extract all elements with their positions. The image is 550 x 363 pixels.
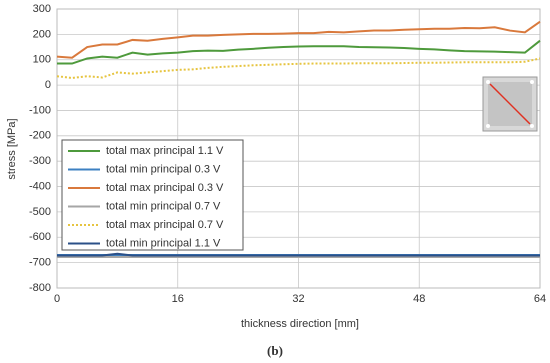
- x-tick-label: 16: [172, 293, 184, 305]
- y-tick-label: -600: [29, 231, 51, 243]
- series-line: [56, 20, 541, 59]
- y-tick-label: 300: [33, 3, 51, 15]
- series-line: [56, 57, 541, 79]
- y-tick-label: -300: [29, 155, 51, 167]
- caption: (b): [267, 343, 283, 358]
- series-line: [57, 252, 540, 257]
- y-tick-label: 200: [33, 28, 51, 40]
- legend: total max principal 1.1 V total min princ…: [61, 139, 244, 251]
- inset-specimen: [482, 76, 538, 132]
- y-tick-label: -500: [29, 206, 51, 218]
- legend-label: total max principal 1.1 V: [106, 145, 224, 157]
- y-tick-label: -100: [29, 104, 51, 116]
- legend-label: total min principal 0.7 V: [106, 200, 221, 212]
- legend-label: total max principal 0.3 V: [106, 182, 224, 194]
- plot-frame: [56, 8, 541, 289]
- plot-area: 300 200 100 0 -100 -200 -300 -400 -500 -600 -700 -8…: [29, 3, 546, 305]
- legend-label: total max principal 0.7 V: [106, 219, 224, 231]
- x-tick-label: 0: [54, 293, 60, 305]
- y-tick-label: 100: [33, 54, 51, 66]
- y-tick-label: -400: [29, 180, 51, 192]
- legend-label: total min principal 0.3 V: [106, 163, 221, 175]
- series-line: [57, 39, 541, 65]
- legend-label: total min principal 1.1 V: [106, 237, 221, 249]
- inset-hole: [486, 80, 490, 84]
- y-tick-label: -800: [29, 282, 51, 294]
- x-tick-label: 48: [413, 293, 425, 305]
- y-tick-label: 0: [45, 79, 51, 91]
- x-tick-label: 64: [534, 293, 546, 305]
- inset-hole: [530, 80, 534, 84]
- x-tick-label: 32: [292, 293, 304, 305]
- inset-path: [489, 83, 531, 125]
- y-axis-label: stress [MPa]: [6, 118, 18, 179]
- y-tick-label: -700: [29, 257, 51, 269]
- legend-box: [61, 139, 244, 251]
- y-tick-label: -200: [29, 130, 51, 142]
- x-axis-label: thickness direction [mm]: [241, 318, 359, 330]
- inset-hole: [486, 124, 490, 128]
- inset-hole: [530, 124, 534, 128]
